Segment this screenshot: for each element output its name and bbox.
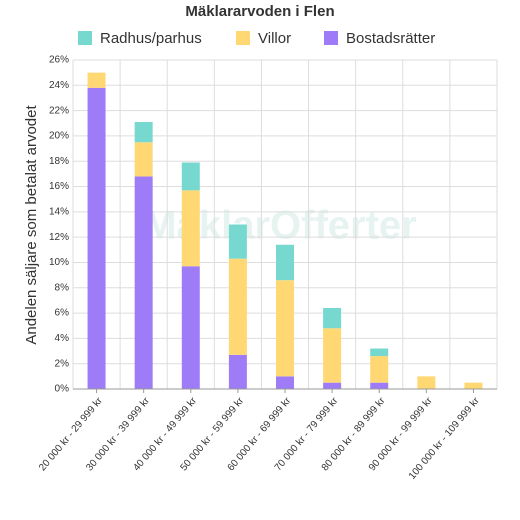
bar-segment	[323, 328, 342, 383]
y-tick-label: 8%	[55, 282, 70, 293]
bar-segment	[87, 72, 106, 88]
bar-segment	[276, 244, 294, 281]
legend-label: Bostadsrätter	[346, 30, 435, 47]
y-tick-label: 20%	[49, 131, 69, 142]
bar-segment	[228, 354, 247, 389]
bar-segment	[276, 280, 294, 377]
y-tick-label: 6%	[55, 308, 70, 319]
bar-segment	[323, 308, 342, 329]
chart-title: Mäklararvoden i Flen	[185, 3, 334, 20]
bar-segment	[87, 87, 106, 389]
y-tick-label: 4%	[55, 333, 70, 344]
y-tick-label: 16%	[49, 181, 69, 192]
y-tick-label: 12%	[49, 232, 69, 243]
bar-segment	[228, 258, 247, 355]
bar-segment	[323, 382, 342, 389]
y-tick-label: 18%	[49, 156, 69, 167]
bar-segment	[181, 162, 200, 191]
legend-swatch	[78, 31, 92, 45]
bar-segment	[134, 176, 153, 389]
y-tick-label: 24%	[49, 80, 69, 91]
bar-segment	[181, 266, 200, 389]
legend-label: Radhus/parhus	[100, 30, 202, 47]
bar-segment	[464, 382, 483, 389]
y-tick-label: 22%	[49, 105, 69, 116]
y-tick-label: 10%	[49, 257, 69, 268]
bar-segment	[417, 376, 436, 389]
y-tick-label: 26%	[49, 55, 69, 66]
bar-segment	[276, 376, 294, 389]
legend-swatch	[324, 31, 338, 45]
bar-segment	[370, 356, 389, 383]
y-tick-label: 14%	[49, 206, 69, 217]
bar-segment	[228, 224, 247, 259]
y-tick-label: 2%	[55, 358, 70, 369]
y-tick-label: 0%	[55, 384, 70, 395]
y-axis-label: Andelen säljare som betalat arvodet	[23, 105, 40, 345]
bar-segment	[134, 142, 153, 177]
legend-label: Villor	[258, 30, 291, 47]
bar-segment	[370, 382, 389, 389]
bar-segment	[370, 348, 389, 357]
legend-swatch	[236, 31, 250, 45]
bar-segment	[181, 190, 200, 267]
bar-segment	[134, 122, 153, 143]
